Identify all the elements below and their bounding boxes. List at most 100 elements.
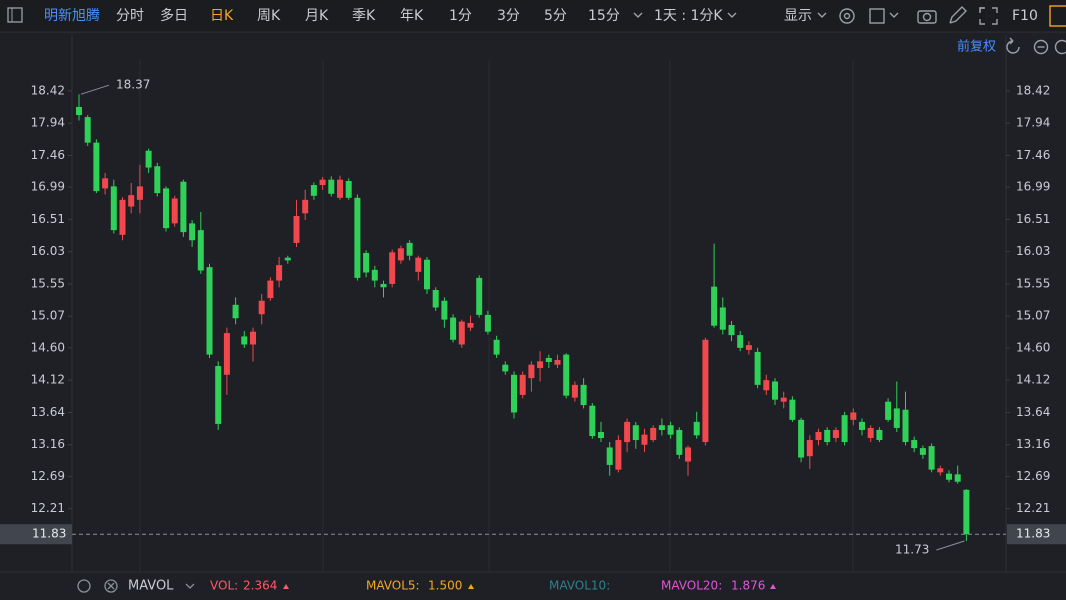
fullscreen-icon[interactable]	[979, 7, 998, 25]
candle-body	[189, 223, 196, 241]
zoom-in-icon[interactable]	[1054, 39, 1066, 55]
y-tick-label: 17.46	[1016, 148, 1050, 162]
indicator-settings[interactable]	[77, 579, 91, 593]
indicator-arrow	[468, 584, 474, 589]
period-tab[interactable]: 3分	[497, 8, 520, 24]
candle-body	[302, 199, 309, 214]
candle-body	[450, 317, 457, 340]
side-panel-button[interactable]	[1049, 5, 1066, 27]
period-tab[interactable]: 1分	[449, 8, 472, 24]
high-leader	[80, 84, 110, 95]
y-tick-label: 12.21	[1016, 501, 1050, 515]
y-tick-label: 13.16	[31, 437, 65, 451]
candle-body	[919, 448, 926, 455]
candle-body	[650, 427, 657, 441]
candle-body	[728, 324, 735, 336]
candle-body	[267, 280, 274, 299]
candle-body	[424, 259, 430, 290]
camera-icon[interactable]	[917, 10, 937, 24]
settings-icon[interactable]	[839, 8, 855, 24]
sidebar-toggle[interactable]	[7, 7, 23, 23]
period-tab[interactable]: 分时	[116, 8, 144, 24]
candle-body	[397, 248, 404, 261]
candle-body	[598, 431, 604, 439]
interval-select[interactable]: 1天 : 1分K	[654, 8, 723, 24]
indicator-label: MAVOL5:	[366, 579, 420, 593]
period-tab[interactable]: 周K	[257, 8, 281, 24]
candle-body	[928, 446, 935, 470]
candle-body	[632, 425, 639, 441]
candle-body	[641, 434, 648, 445]
candle-body	[519, 374, 526, 395]
y-tick-label: 16.51	[31, 212, 65, 226]
display-menu[interactable]: 显示	[784, 8, 812, 24]
candle-body	[380, 283, 387, 288]
candle-body	[606, 447, 613, 465]
y-tick-label: 13.16	[1016, 437, 1050, 451]
indicator-name[interactable]: MAVOL	[128, 579, 174, 594]
draw-box-icon[interactable]	[869, 8, 885, 24]
candle-body	[484, 314, 491, 332]
candle-body	[284, 257, 291, 261]
candle-body	[589, 405, 596, 437]
indicator-value: 1.500	[428, 579, 462, 593]
adjust-mode[interactable]: 前复权	[957, 39, 996, 55]
candle-body	[215, 366, 222, 424]
candle-body	[946, 473, 952, 480]
candle-body	[441, 300, 448, 320]
indicator-close[interactable]	[104, 579, 118, 593]
y-tick-label: 18.42	[1016, 83, 1050, 97]
y-tick-label: 13.64	[31, 405, 65, 419]
y-tick-label: 17.94	[1016, 116, 1050, 130]
candle-body	[850, 412, 857, 420]
chevron[interactable]	[633, 12, 643, 18]
candle-body	[145, 150, 152, 168]
candle-body	[876, 429, 883, 441]
candle-body	[163, 188, 169, 229]
undo-icon[interactable]	[1006, 37, 1020, 54]
y-tick-label: 15.55	[1016, 276, 1050, 290]
period-tab[interactable]: 15分	[588, 8, 620, 24]
low-leader	[936, 540, 965, 551]
chevron[interactable]	[817, 12, 827, 18]
candle-body	[328, 179, 335, 194]
period-tab[interactable]: 多日	[160, 7, 188, 24]
candle-body	[841, 415, 848, 443]
stock-name[interactable]: 明新旭腾	[44, 7, 100, 24]
candle-body	[832, 429, 839, 439]
candle-body	[798, 419, 805, 458]
y-tick-label: 14.60	[1016, 340, 1050, 354]
chevron[interactable]	[889, 12, 899, 18]
candle-body	[789, 399, 796, 420]
period-tab[interactable]: 季K	[352, 8, 376, 24]
candle-body	[276, 265, 283, 281]
indicator-chevron[interactable]	[185, 583, 195, 589]
candle-body	[867, 427, 874, 439]
candle-body	[911, 440, 918, 449]
period-tab[interactable]: 5分	[544, 8, 567, 24]
period-tab[interactable]: 日K	[210, 8, 234, 24]
period-tab[interactable]: 月K	[305, 8, 329, 24]
candle-body	[493, 339, 500, 355]
y-tick-label: 16.03	[31, 244, 65, 258]
last-price-label: 11.83	[1016, 527, 1050, 541]
chevron[interactable]	[727, 12, 737, 18]
y-tick-label: 14.60	[31, 340, 65, 354]
candle-body	[371, 269, 378, 281]
last-price-tag	[0, 524, 72, 545]
indicator-label: VOL:	[210, 579, 238, 593]
period-tab[interactable]: 年K	[400, 8, 424, 24]
candle-body	[319, 179, 326, 186]
y-tick-label: 17.94	[31, 116, 65, 130]
f10-button[interactable]: F10	[1012, 8, 1038, 24]
candle-body	[745, 345, 752, 350]
y-tick-label: 13.64	[1016, 405, 1050, 419]
candle-body	[110, 186, 117, 231]
candle-body	[815, 431, 822, 441]
zoom-out-icon[interactable]	[1033, 39, 1049, 55]
pen-icon[interactable]	[949, 6, 967, 24]
y-tick-label: 15.07	[31, 309, 65, 323]
candle-body	[563, 354, 570, 396]
candle-body	[206, 267, 213, 355]
